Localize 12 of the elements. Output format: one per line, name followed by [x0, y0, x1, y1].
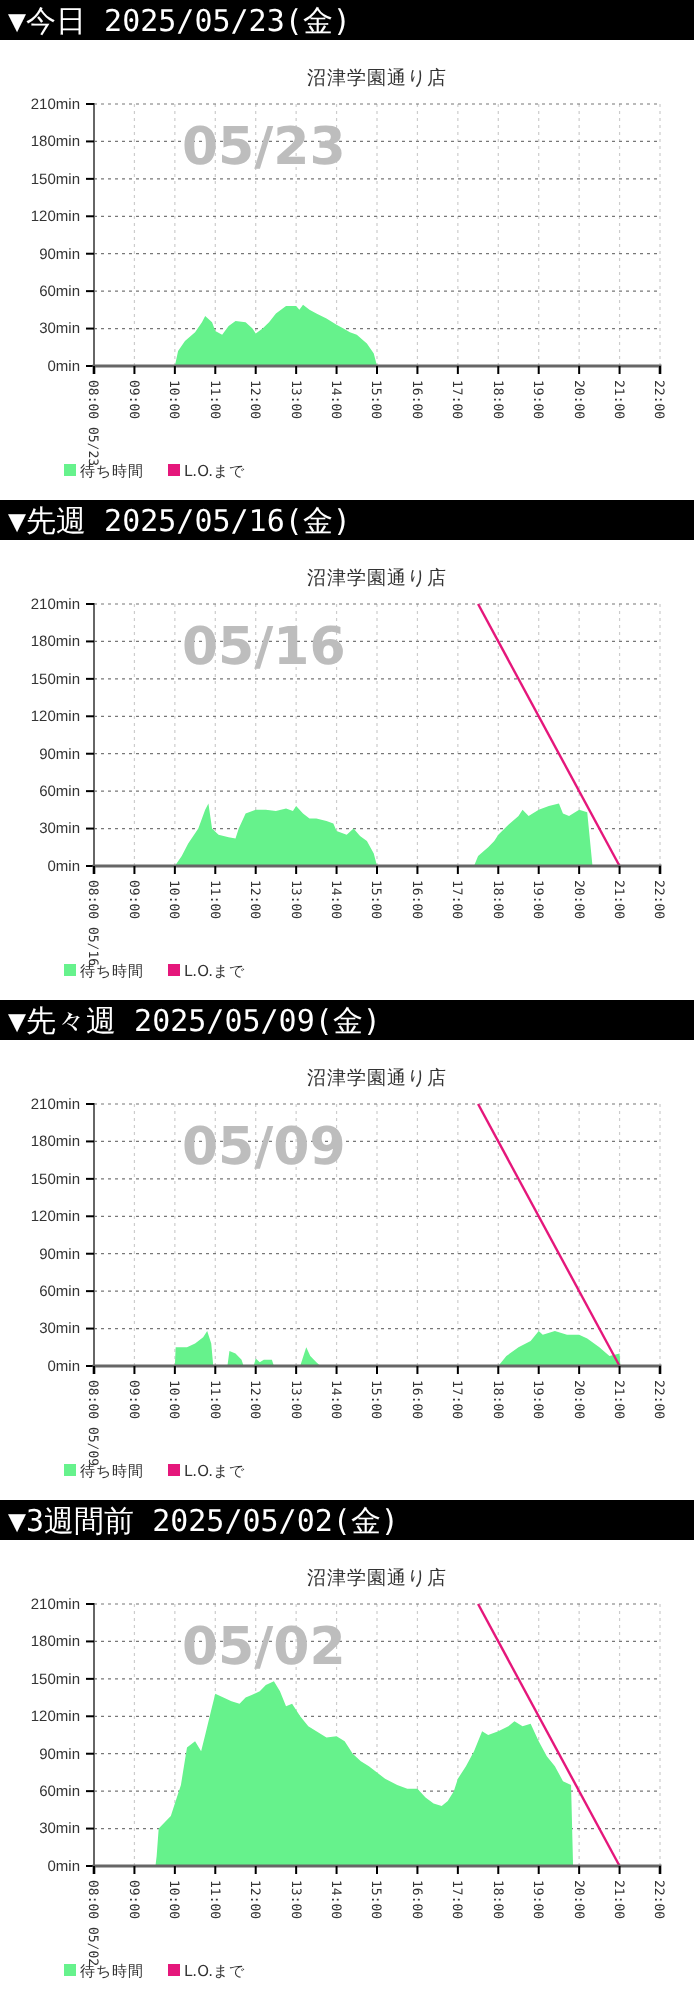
- chart-title: ▼先々週 2025/05/09(金): [8, 1003, 381, 1039]
- annotation: 05/16: [181, 618, 346, 678]
- annotation: 05/23: [181, 118, 346, 178]
- chart-title: ▼先週 2025/05/16(金): [8, 503, 351, 539]
- chart-title: ▼3週間前 2025/05/02(金): [8, 1503, 399, 1539]
- chart-subtitle: 沼津学園通り店: [307, 66, 447, 90]
- chart-subtitle: 沼津学園通り店: [307, 566, 447, 590]
- annotation: 05/02: [181, 1618, 346, 1678]
- chart-subtitle: 沼津学園通り店: [307, 1566, 447, 1590]
- chart-title: ▼今日 2025/05/23(金): [8, 3, 351, 39]
- chart-subtitle: 沼津学園通り店: [307, 1066, 447, 1090]
- annotation: 05/09: [181, 1118, 346, 1178]
